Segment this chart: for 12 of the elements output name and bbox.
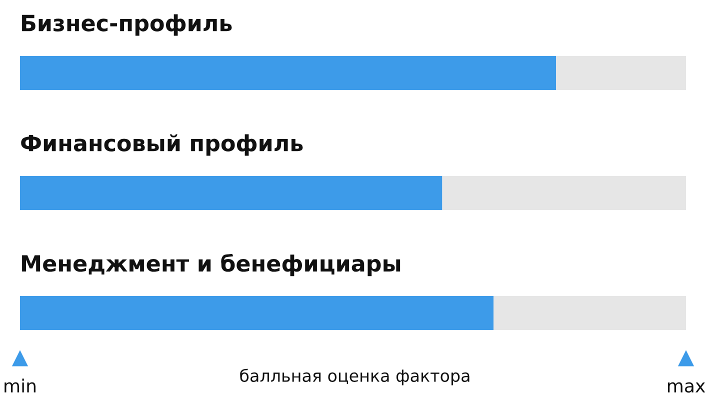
text: max [668,382,706,393]
y-tick-label: Финансовый профиль [21,134,303,156]
bar [20,56,556,90]
bar [494,296,686,330]
bar [20,296,494,330]
y-tick-label: Менеджмент и бенефициары [22,254,400,276]
bar [442,176,686,210]
bar [20,176,442,210]
bar [556,56,686,90]
y-tick-label: Бизнес-профиль [22,14,232,36]
x-axis-title: балльная оценка фактора [240,368,470,386]
text: min [4,378,36,392]
